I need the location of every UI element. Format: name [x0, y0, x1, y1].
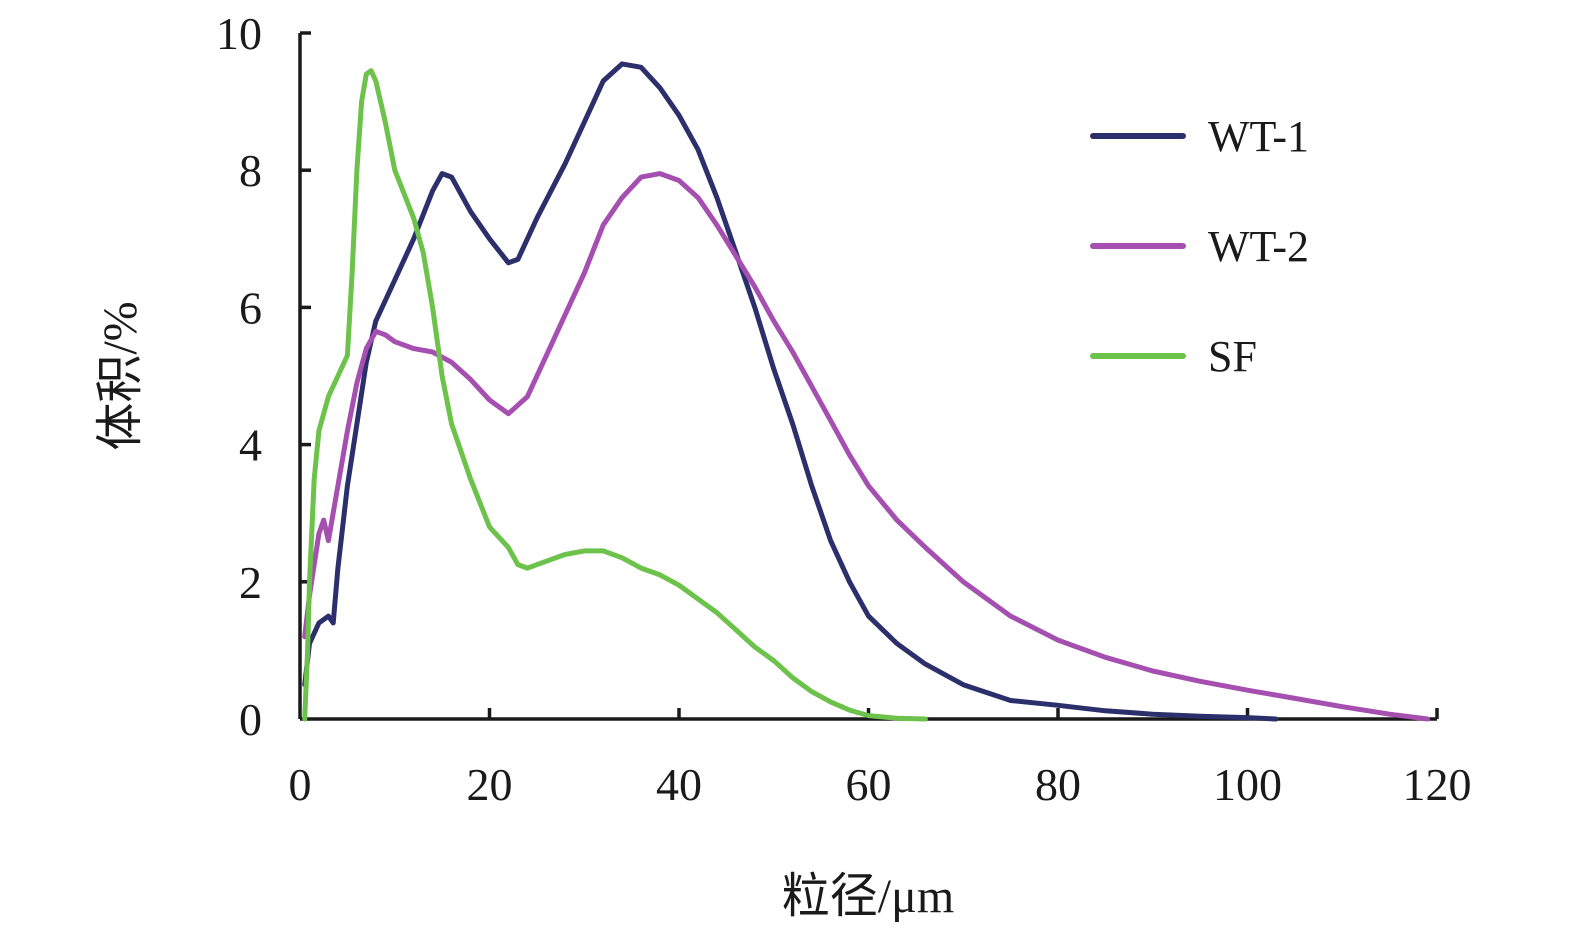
x-axis-title: 粒径/μm [782, 870, 954, 923]
y-tick-label: 4 [239, 420, 262, 471]
legend-label-sf: SF [1208, 332, 1257, 381]
series-line-wt-1 [302, 61, 1279, 722]
series-layer [302, 61, 1430, 722]
x-tick-label: 20 [467, 759, 513, 810]
y-tick-label: 10 [216, 8, 262, 59]
x-axis-ticks: 0 20 40 60 80 100 120 [289, 708, 1472, 810]
y-tick-label: 6 [239, 282, 262, 333]
x-tick-label: 100 [1213, 759, 1282, 810]
y-axis-title: 体积/% [94, 301, 147, 450]
series-line-wt-2 [302, 171, 1430, 722]
x-tick-label: 120 [1403, 759, 1472, 810]
legend-label-wt-2: WT-2 [1208, 222, 1309, 271]
y-tick-label: 8 [239, 145, 262, 196]
x-tick-label: 60 [846, 759, 892, 810]
legend: WT-1 WT-2 SF [1090, 112, 1309, 381]
x-tick-label: 40 [656, 759, 702, 810]
y-tick-label: 2 [239, 557, 262, 608]
x-tick-label: 80 [1035, 759, 1081, 810]
legend-label-wt-1: WT-1 [1208, 112, 1309, 161]
plot-area: 0 2 4 6 8 10 0 20 40 60 80 100 120 [216, 8, 1472, 810]
x-tick-label: 0 [289, 759, 312, 810]
y-axis-ticks: 0 2 4 6 8 10 [216, 8, 311, 745]
y-tick-label: 0 [239, 694, 262, 745]
series-line-sf [302, 68, 928, 722]
